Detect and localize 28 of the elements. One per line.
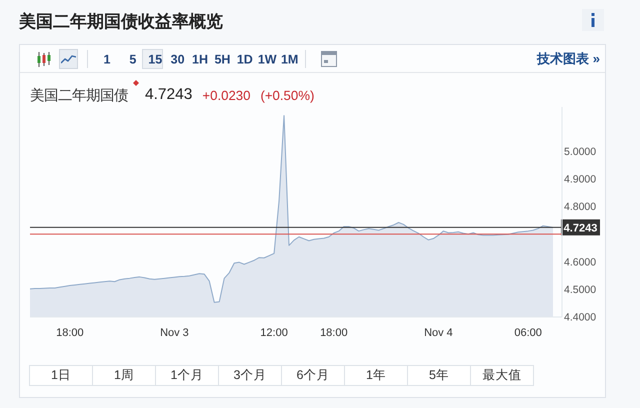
x-tick-label: Nov 4 [424,326,453,339]
text: 6个月 [296,368,330,382]
x-tick-label: 18:00 [320,326,348,339]
x-tick-label: 06:00 [514,326,542,339]
text: 1 5 15 30 1H 5H 1D 1W 1M [104,52,298,66]
y-tick-label: 4.6000 [564,256,596,268]
text: (+0.50%) [260,88,314,102]
text: 技术图表 » [537,51,600,66]
text: +0.0230 [202,88,250,102]
x-tick-label: Nov 3 [160,326,189,339]
text: 最大值 [482,368,522,382]
text: 1日 [51,368,71,382]
ref-line-label: 4.7243 [564,222,598,234]
x-tick-label: 12:00 [260,326,288,339]
y-tick-label: 4.8000 [564,201,596,214]
text: 1年 [366,368,386,382]
chart-title: 美国二年期国债收益率概览 [19,12,223,31]
text: 1周 [114,368,134,382]
text: 3个月 [234,368,266,382]
y-tick-label: 5.0000 [564,146,596,158]
text: 5年 [429,368,449,382]
text: 1个月 [170,368,204,382]
y-tick-label: 4.9000 [564,174,596,186]
x-tick-label: 18:00 [56,326,84,339]
y-tick-label: 4.4000 [564,312,596,324]
text: 4.7243 [145,86,192,104]
y-tick-label: 4.5000 [564,284,596,296]
text: 美国二年期国债 [30,86,128,104]
